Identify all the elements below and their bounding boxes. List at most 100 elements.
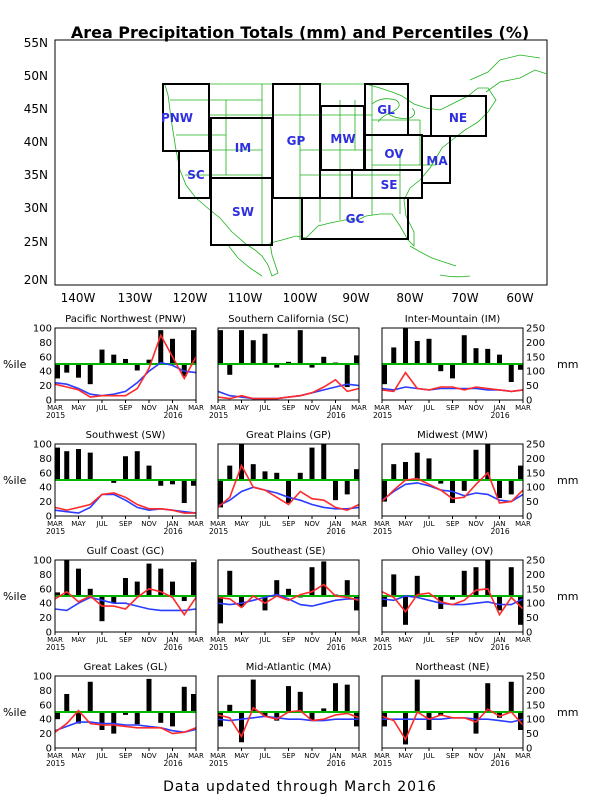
bar	[55, 592, 60, 596]
series-observed-mm	[381, 708, 524, 742]
month-tick-label: MAR	[351, 636, 367, 644]
month-tick-label: JAN	[493, 636, 506, 644]
panel-9: Great Lakes (GL)MAR MAY JUL SEP NOV JAN MAR201…	[3, 662, 204, 768]
right-tick-label: 200	[526, 454, 545, 465]
bar	[227, 704, 233, 712]
bar	[99, 596, 105, 622]
bar	[309, 447, 315, 480]
bar	[321, 444, 327, 480]
bar	[426, 712, 432, 730]
panel-title: Gulf Coast (GC)	[87, 546, 165, 557]
series-observed-mm	[381, 587, 524, 617]
month-tick-label: NOV	[468, 520, 484, 528]
left-axis-label: %ile	[3, 706, 27, 719]
bar	[64, 560, 70, 596]
bar	[99, 712, 105, 730]
lon-tick-70w: 70W	[451, 291, 478, 305]
bar	[123, 712, 128, 715]
series-normal-mm	[54, 361, 197, 397]
bar	[76, 712, 81, 724]
bar	[134, 581, 140, 596]
bar	[158, 712, 164, 723]
month-tick-label: MAR	[210, 404, 226, 412]
left-tick-label: 60	[39, 468, 52, 479]
region-box-gc	[301, 197, 409, 240]
bar	[123, 358, 128, 364]
map-lon-axis: 140W 130W 120W 110W 100W 90W 80W 70W 60W	[61, 291, 534, 305]
year-tick-label: 2015	[209, 643, 228, 652]
left-tick-label: 0	[46, 396, 52, 407]
left-tick-label: 40	[39, 715, 52, 726]
left-axis-label: %ile	[3, 358, 27, 371]
series-normal-mm	[54, 596, 197, 612]
month-tick-label: MAR	[374, 520, 390, 528]
month-tick-label: JUL	[422, 404, 434, 412]
right-tick-label: 0	[526, 744, 532, 755]
bar	[297, 691, 303, 712]
panel-title: Ohio Valley (OV)	[412, 546, 494, 557]
region-label-se: SE	[381, 178, 398, 192]
bar	[227, 364, 233, 375]
us-border	[164, 83, 497, 277]
region-label-gc: GC	[346, 212, 365, 226]
bar	[87, 588, 93, 596]
lon-tick-110w: 110W	[228, 291, 263, 305]
bar	[391, 574, 397, 596]
month-tick-label: NOV	[141, 520, 157, 528]
lat-tick-45n: 45N	[24, 102, 48, 116]
bar	[239, 444, 244, 480]
bar	[111, 480, 117, 483]
month-tick-label: MAR	[515, 752, 531, 760]
bar	[87, 681, 93, 712]
month-tick-label: MAR	[188, 404, 204, 412]
bar	[158, 568, 164, 596]
bar	[438, 364, 444, 372]
month-tick-label: SEP	[119, 636, 132, 644]
right-tick-label: 250	[526, 556, 545, 567]
bar	[518, 596, 523, 625]
panel-title: Pacific Northwest (PNW)	[65, 314, 186, 325]
bar	[518, 465, 523, 480]
right-tick-label: 150	[526, 584, 545, 595]
month-tick-label: JAN	[493, 404, 506, 412]
year-tick-label: 2016	[327, 527, 346, 536]
right-tick-label: 200	[526, 570, 545, 581]
bar	[333, 683, 338, 712]
bar	[473, 567, 479, 596]
bar	[87, 364, 93, 385]
bar	[134, 364, 140, 371]
bar	[414, 575, 420, 596]
bar	[274, 580, 280, 596]
month-tick-label: JAN	[166, 752, 179, 760]
series-observed-mm	[217, 706, 360, 739]
year-tick-label: 2016	[327, 759, 346, 768]
month-tick-label: MAR	[47, 404, 63, 412]
map: 55N 50N 45N 40N 35N 30N 25N 20N 140W 130…	[24, 36, 548, 305]
month-tick-label: NOV	[141, 636, 157, 644]
bar	[473, 348, 479, 364]
lat-tick-20n: 20N	[24, 273, 48, 287]
left-tick-label: 100	[33, 324, 52, 335]
month-tick-label: JAN	[493, 520, 506, 528]
mexico-coast	[227, 244, 263, 277]
year-tick-label: 2016	[164, 759, 183, 768]
bar	[181, 686, 187, 712]
region-labels: PNW SC IM SW GP MW GL OV SE GC MA NE	[161, 103, 467, 226]
year-tick-label: 2016	[164, 411, 183, 420]
month-tick-label: MAR	[351, 404, 367, 412]
bar	[508, 364, 514, 382]
right-tick-label: 250	[526, 672, 545, 683]
panel-title: Great Plains (GP)	[246, 430, 331, 441]
left-axis-label: %ile	[3, 590, 27, 603]
figure-title: Area Precipitation Totals (mm) and Perce…	[71, 23, 529, 42]
bar	[461, 570, 467, 596]
right-tick-label: 200	[526, 686, 545, 697]
bar	[461, 335, 467, 364]
bar	[170, 338, 175, 364]
series-normal-mm	[54, 721, 197, 734]
left-axis-label: %ile	[3, 474, 27, 487]
bar	[403, 328, 408, 364]
bar	[344, 580, 350, 596]
year-tick-label: 2015	[373, 527, 392, 536]
